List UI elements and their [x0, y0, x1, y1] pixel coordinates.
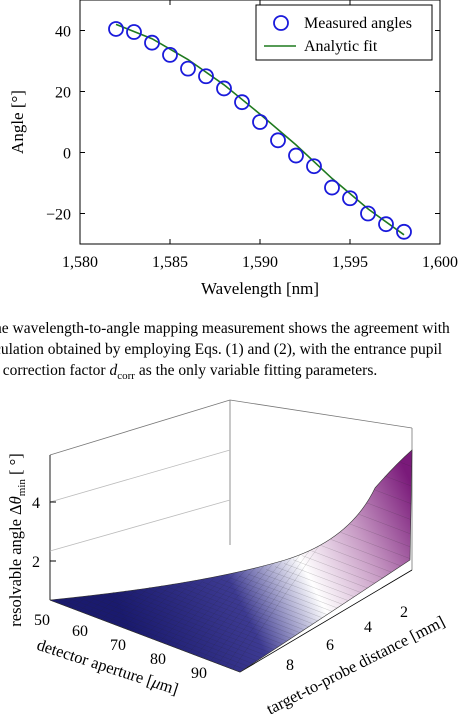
measured-point — [378, 216, 394, 233]
measured-point — [180, 60, 196, 77]
fit-line — [115, 23, 405, 236]
mesh-line — [328, 538, 412, 611]
fit-line-group — [115, 23, 405, 236]
z-axis: 4 2 resolvable angle Δθmin [ °] — [6, 453, 56, 627]
measured-point — [144, 34, 160, 51]
y-tick-label: 20 — [55, 85, 71, 102]
x-tick-50: 50 — [34, 612, 50, 629]
back-grid — [49, 449, 231, 503]
mesh-line — [103, 593, 295, 667]
mesh-line — [346, 522, 412, 596]
measured-point — [360, 205, 376, 222]
y-tick-8: 8 — [286, 657, 294, 674]
figure-caption: he wavelength-to-angle mapping measureme… — [0, 318, 474, 387]
mesh-line — [355, 512, 412, 586]
mesh-line — [58, 598, 250, 672]
x-tick-label: 1,595 — [332, 254, 368, 271]
x-tick-label: 1,585 — [152, 254, 188, 271]
measured-point — [252, 114, 268, 130]
legend-circle-marker — [273, 15, 289, 31]
legend: Measured angles Analytic fit — [255, 4, 433, 61]
measured-point — [162, 47, 178, 63]
mesh-line — [67, 597, 259, 671]
measured-point — [342, 190, 358, 207]
measured-point — [108, 21, 124, 37]
mesh-line — [94, 594, 286, 668]
top-axis-ticks: 1,580 1,585 1,590 1,595 1,600 −20 0 20 40 — [46, 0, 458, 271]
measured-point — [396, 223, 412, 240]
y-tick-label: −20 — [46, 207, 71, 224]
top-chart: 1,580 1,585 1,590 1,595 1,600 −20 0 20 40 Angle … — [8, 0, 458, 298]
y-tick-4: 4 — [364, 619, 372, 636]
y-tick-6: 6 — [326, 637, 334, 654]
legend-fit-label: Analytic fit — [304, 38, 378, 55]
z-axis-label: resolvable angle Δθmin [ °] — [6, 453, 28, 626]
y-tick-label: 40 — [55, 24, 71, 41]
caption-line-2: culation obtained by employing Eqs. (1) … — [0, 341, 443, 358]
surface-fill — [49, 449, 413, 673]
y-tick-2: 2 — [400, 604, 408, 621]
x-tick-label: 1,590 — [242, 254, 278, 271]
measured-point — [306, 158, 322, 175]
measured-point — [216, 80, 232, 97]
y-tick-label: 0 — [63, 146, 71, 163]
measured-point — [324, 179, 340, 196]
mesh-line — [364, 501, 412, 575]
x-tick-label: 1,600 — [422, 254, 458, 271]
z-tick-2: 2 — [32, 554, 40, 571]
x-tick-90: 90 — [191, 665, 207, 682]
measured-point — [198, 68, 214, 85]
mesh-line — [85, 595, 277, 669]
legend-measured-label: Measured angles — [304, 15, 412, 32]
legend-box — [255, 4, 433, 61]
measured-point — [234, 94, 250, 111]
mesh-line — [319, 544, 412, 618]
measured-point — [288, 147, 304, 164]
x-tick-label: 1,580 — [62, 254, 98, 271]
mesh-line — [337, 531, 412, 604]
x-tick-60: 60 — [72, 623, 88, 640]
mesh-line — [373, 489, 412, 562]
z-tick-4: 4 — [32, 495, 40, 512]
x-tick-80: 80 — [150, 651, 166, 668]
measured-point — [126, 24, 142, 40]
axis-box — [49, 399, 413, 673]
caption-line-1: he wavelength-to-angle mapping measureme… — [0, 320, 450, 337]
x-axis-label: Wavelength [nm] — [201, 279, 319, 298]
x-tick-70: 70 — [110, 637, 126, 654]
measured-points-group — [108, 21, 412, 240]
surface-chart: 4 2 resolvable angle Δθmin [ °] 50 60 70… — [6, 399, 448, 714]
mesh-line — [76, 596, 268, 670]
caption-line-3: e correction factor dcorr as the only va… — [0, 362, 378, 383]
y-axis-label: Angle [°] — [8, 90, 27, 154]
measured-point — [270, 132, 286, 149]
